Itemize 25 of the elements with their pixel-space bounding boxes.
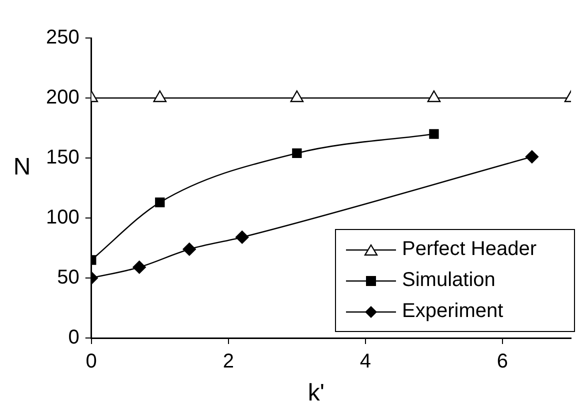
point (132, 260, 146, 274)
x-tick-label: 0 (86, 350, 97, 373)
x-tick-label: 4 (360, 350, 372, 373)
point (429, 129, 439, 139)
point (292, 148, 302, 158)
x-axis-title: k' (308, 380, 324, 407)
y-tick-label: 100 (46, 206, 80, 229)
legend-label: Perfect Header (402, 238, 537, 261)
legend-label: Experiment (402, 300, 504, 323)
point (236, 230, 249, 244)
point (290, 90, 304, 102)
legend-label: Simulation (402, 269, 496, 292)
point (427, 90, 441, 102)
point (525, 150, 539, 164)
point (182, 242, 196, 256)
y-tick-label: 200 (46, 86, 80, 109)
y-tick-label: 0 (68, 326, 80, 349)
x-tick-label: 6 (496, 350, 508, 373)
y-axis-title: N (13, 154, 31, 181)
point (155, 198, 165, 208)
y-tick-label: 150 (46, 146, 80, 169)
y-tick-label: 50 (57, 266, 80, 289)
x-tick-label: 2 (222, 350, 234, 373)
y-tick-label: 250 (46, 26, 80, 49)
point (153, 90, 167, 102)
